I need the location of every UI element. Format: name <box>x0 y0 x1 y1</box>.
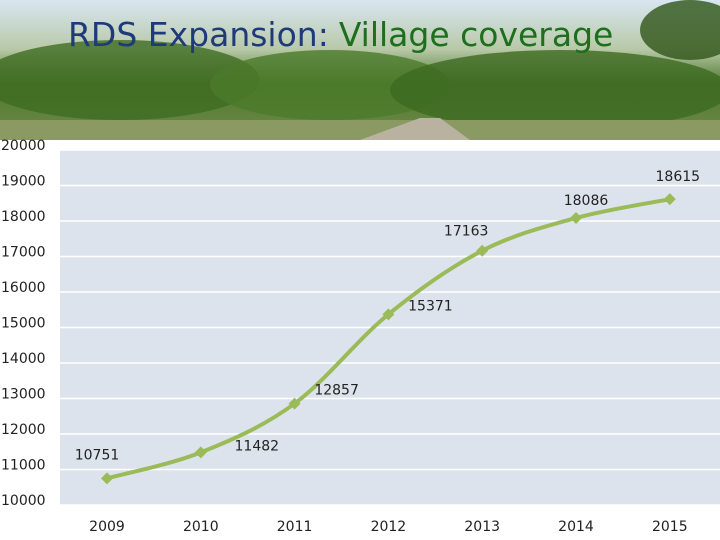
point-marker <box>194 446 207 459</box>
y-tick-label: 19000 <box>1 174 46 190</box>
x-tick-label: 2010 <box>183 519 219 535</box>
plot: 10751 11482 12857 15371 17163 18086 18615 <box>75 169 701 485</box>
y-tick-label: 16000 <box>1 280 46 296</box>
chart-title: RDS Expansion: Village coverage <box>68 15 613 54</box>
point-marker <box>476 244 489 257</box>
value-label: 17163 <box>444 224 489 240</box>
point-marker <box>101 472 113 485</box>
point-marker <box>288 397 301 410</box>
value-label: 11482 <box>235 438 280 454</box>
value-label: 15371 <box>408 298 453 314</box>
value-label: 18086 <box>564 193 609 209</box>
title-highlight: Village coverage <box>339 15 614 54</box>
title-main: RDS Expansion: <box>68 15 329 54</box>
x-tick-label: 2013 <box>464 519 500 535</box>
x-tick-label: 2011 <box>277 519 313 535</box>
y-tick-label: 12000 <box>1 422 46 438</box>
y-tick-label: 13000 <box>1 387 46 403</box>
y-tick-label: 18000 <box>1 209 46 225</box>
value-label: 10751 <box>75 447 120 463</box>
y-tick-label: 11000 <box>1 458 46 474</box>
y-tick-label: 20000 <box>1 138 46 154</box>
value-label: 18615 <box>656 169 701 185</box>
value-label: 12857 <box>314 383 359 399</box>
point-marker <box>382 308 395 321</box>
x-tick-label: 2015 <box>652 519 688 535</box>
y-tick-label: 17000 <box>1 245 46 261</box>
point-marker <box>663 193 676 206</box>
x-tick-label: 2009 <box>89 519 125 535</box>
x-tick-label: 2012 <box>371 519 407 535</box>
grid <box>60 149 720 506</box>
point-marker <box>570 211 582 224</box>
x-tick-label: 2014 <box>558 519 594 535</box>
photo-banner <box>0 0 720 140</box>
y-tick-label: 14000 <box>1 351 46 367</box>
y-tick-label: 10000 <box>1 493 46 509</box>
y-tick-label: 15000 <box>1 316 46 332</box>
